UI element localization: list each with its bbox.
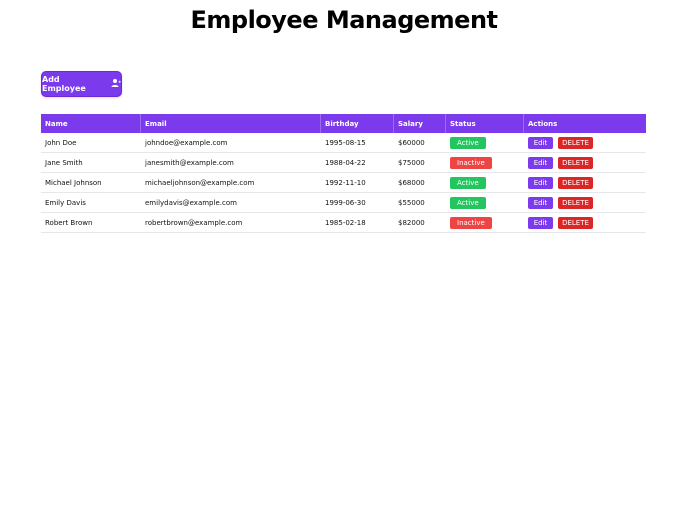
delete-button[interactable]: DELETE	[558, 156, 593, 169]
table-row: Michael Johnson michaeljohnson@example.co…	[41, 173, 646, 193]
cell-name: Robert Brown	[45, 218, 93, 227]
cell-salary: $75000	[398, 158, 425, 167]
cell-birthday: 1995-08-15	[325, 138, 366, 147]
cell-birthday: 1985-02-18	[325, 218, 366, 227]
cell-actions: Edit DELETE	[524, 156, 646, 169]
header-email: Email	[141, 114, 321, 133]
cell-birthday: 1988-04-22	[325, 158, 366, 167]
header-status: Status	[446, 114, 524, 133]
user-plus-icon	[111, 78, 121, 90]
delete-button[interactable]: DELETE	[558, 136, 593, 149]
cell-salary: $82000	[398, 218, 425, 227]
status-badge: Active	[450, 136, 486, 149]
table-row: Robert Brown robertbrown@example.com 1985-…	[41, 213, 646, 233]
cell-status: Active	[446, 196, 524, 209]
status-badge: Active	[450, 176, 486, 189]
cell-status: Inactive	[446, 216, 524, 229]
cell-email: emilydavis@example.com	[145, 198, 237, 207]
status-badge: Inactive	[450, 156, 492, 169]
edit-button[interactable]: Edit	[528, 156, 553, 169]
cell-actions: Edit DELETE	[524, 176, 646, 189]
table-header: Name Email Birthday Salary Status Action…	[41, 114, 646, 133]
add-employee-button[interactable]: Add Employee	[41, 71, 122, 97]
status-badge: Active	[450, 196, 486, 209]
cell-status: Active	[446, 136, 524, 149]
header-name: Name	[41, 114, 141, 133]
table-row: Jane Smith janesmith@example.com 1988-04-2…	[41, 153, 646, 173]
edit-button[interactable]: Edit	[528, 196, 553, 209]
cell-name: John Doe	[45, 138, 77, 147]
header-actions: Actions	[528, 119, 558, 128]
delete-button[interactable]: DELETE	[558, 216, 593, 229]
cell-actions: Edit DELETE	[524, 196, 646, 209]
employee-table: Name Email Birthday Salary Status Action…	[41, 114, 646, 233]
cell-status: Inactive	[446, 156, 524, 169]
status-badge: Inactive	[450, 216, 492, 229]
page-title: Employee Management	[190, 6, 498, 34]
cell-actions: Edit DELETE	[524, 216, 646, 229]
cell-name: Michael Johnson	[45, 178, 102, 187]
table-row: Emily Davis emilydavis@example.com 1999-06…	[41, 193, 646, 213]
edit-button[interactable]: Edit	[528, 176, 553, 189]
cell-actions: Edit DELETE	[524, 136, 646, 149]
edit-button[interactable]: Edit	[528, 216, 553, 229]
cell-salary: $60000	[398, 138, 425, 147]
cell-birthday: 1992-11-10	[325, 178, 366, 187]
cell-email: janesmith@example.com	[145, 158, 234, 167]
cell-email: michaeljohnson@example.com	[145, 178, 255, 187]
cell-salary: $68000	[398, 178, 425, 187]
delete-button[interactable]: DELETE	[558, 176, 593, 189]
table-body: John Doe johndoe@example.com 1995-08-15 $60…	[41, 133, 646, 233]
delete-button[interactable]: DELETE	[558, 196, 593, 209]
cell-name: Jane Smith	[45, 158, 83, 167]
cell-email: johndoe@example.com	[145, 138, 228, 147]
cell-email: robertbrown@example.com	[145, 218, 243, 227]
header-birthday: Birthday	[321, 114, 394, 133]
cell-status: Active	[446, 176, 524, 189]
table-row: John Doe johndoe@example.com 1995-08-15 $60…	[41, 133, 646, 153]
edit-button[interactable]: Edit	[528, 136, 553, 149]
header-salary: Salary	[394, 114, 446, 133]
cell-name: Emily Davis	[45, 198, 86, 207]
add-employee-label: Add Employee	[42, 75, 86, 93]
cell-salary: $55000	[398, 198, 425, 207]
cell-birthday: 1999-06-30	[325, 198, 366, 207]
